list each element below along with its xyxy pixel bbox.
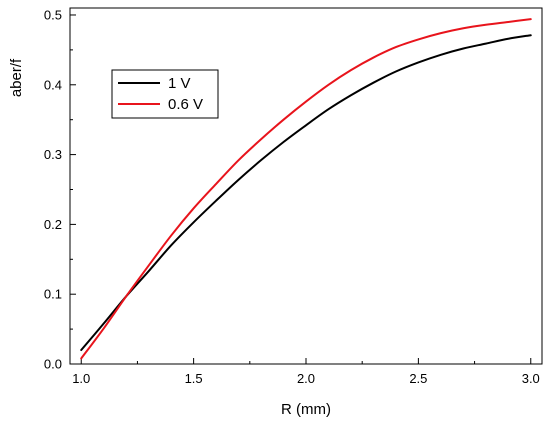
series-line-0	[80, 34, 532, 352]
y-axis: 0.0 0.1 0.2 0.3 0.4 0.5	[44, 7, 76, 372]
legend-label-0-6v: 0.6 V	[168, 96, 203, 113]
x-tick-label: 2.0	[297, 371, 315, 386]
y-tick-label: 0.2	[44, 217, 62, 232]
x-axis-title: R (mm)	[281, 401, 331, 418]
series-line-1	[80, 18, 532, 360]
y-axis-title: aber/f	[8, 58, 25, 97]
x-tick-label: 2.5	[409, 371, 427, 386]
x-axis: 1.0 1.5 2.0 2.5 3.0	[72, 358, 540, 386]
x-tick-label: 3.0	[522, 371, 540, 386]
legend: 1 V 0.6 V	[111, 69, 219, 119]
y-tick-label: 0.4	[44, 77, 62, 92]
x-tick-label: 1.0	[72, 371, 90, 386]
plot-frame	[69, 7, 543, 365]
legend-label-1v: 1 V	[168, 75, 191, 92]
y-tick-label: 0.3	[44, 147, 62, 162]
legend-box	[111, 69, 219, 119]
x-tick-label: 1.5	[185, 371, 203, 386]
y-tick-label: 0.0	[44, 357, 62, 372]
series-layer	[80, 18, 532, 360]
y-tick-label: 0.5	[44, 7, 62, 22]
y-tick-label: 0.1	[44, 287, 62, 302]
